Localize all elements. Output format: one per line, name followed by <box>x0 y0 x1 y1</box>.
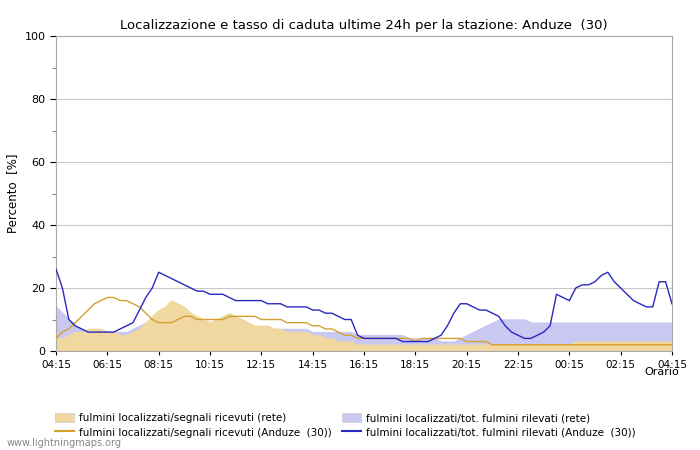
Text: www.lightningmaps.org: www.lightningmaps.org <box>7 438 122 448</box>
Title: Localizzazione e tasso di caduta ultime 24h per la stazione: Anduze  (30): Localizzazione e tasso di caduta ultime … <box>120 19 608 32</box>
Text: Orario: Orario <box>644 367 679 377</box>
Y-axis label: Percento  [%]: Percento [%] <box>6 154 19 233</box>
Legend: fulmini localizzati/segnali ricevuti (rete), fulmini localizzati/segnali ricevut: fulmini localizzati/segnali ricevuti (re… <box>55 413 636 437</box>
